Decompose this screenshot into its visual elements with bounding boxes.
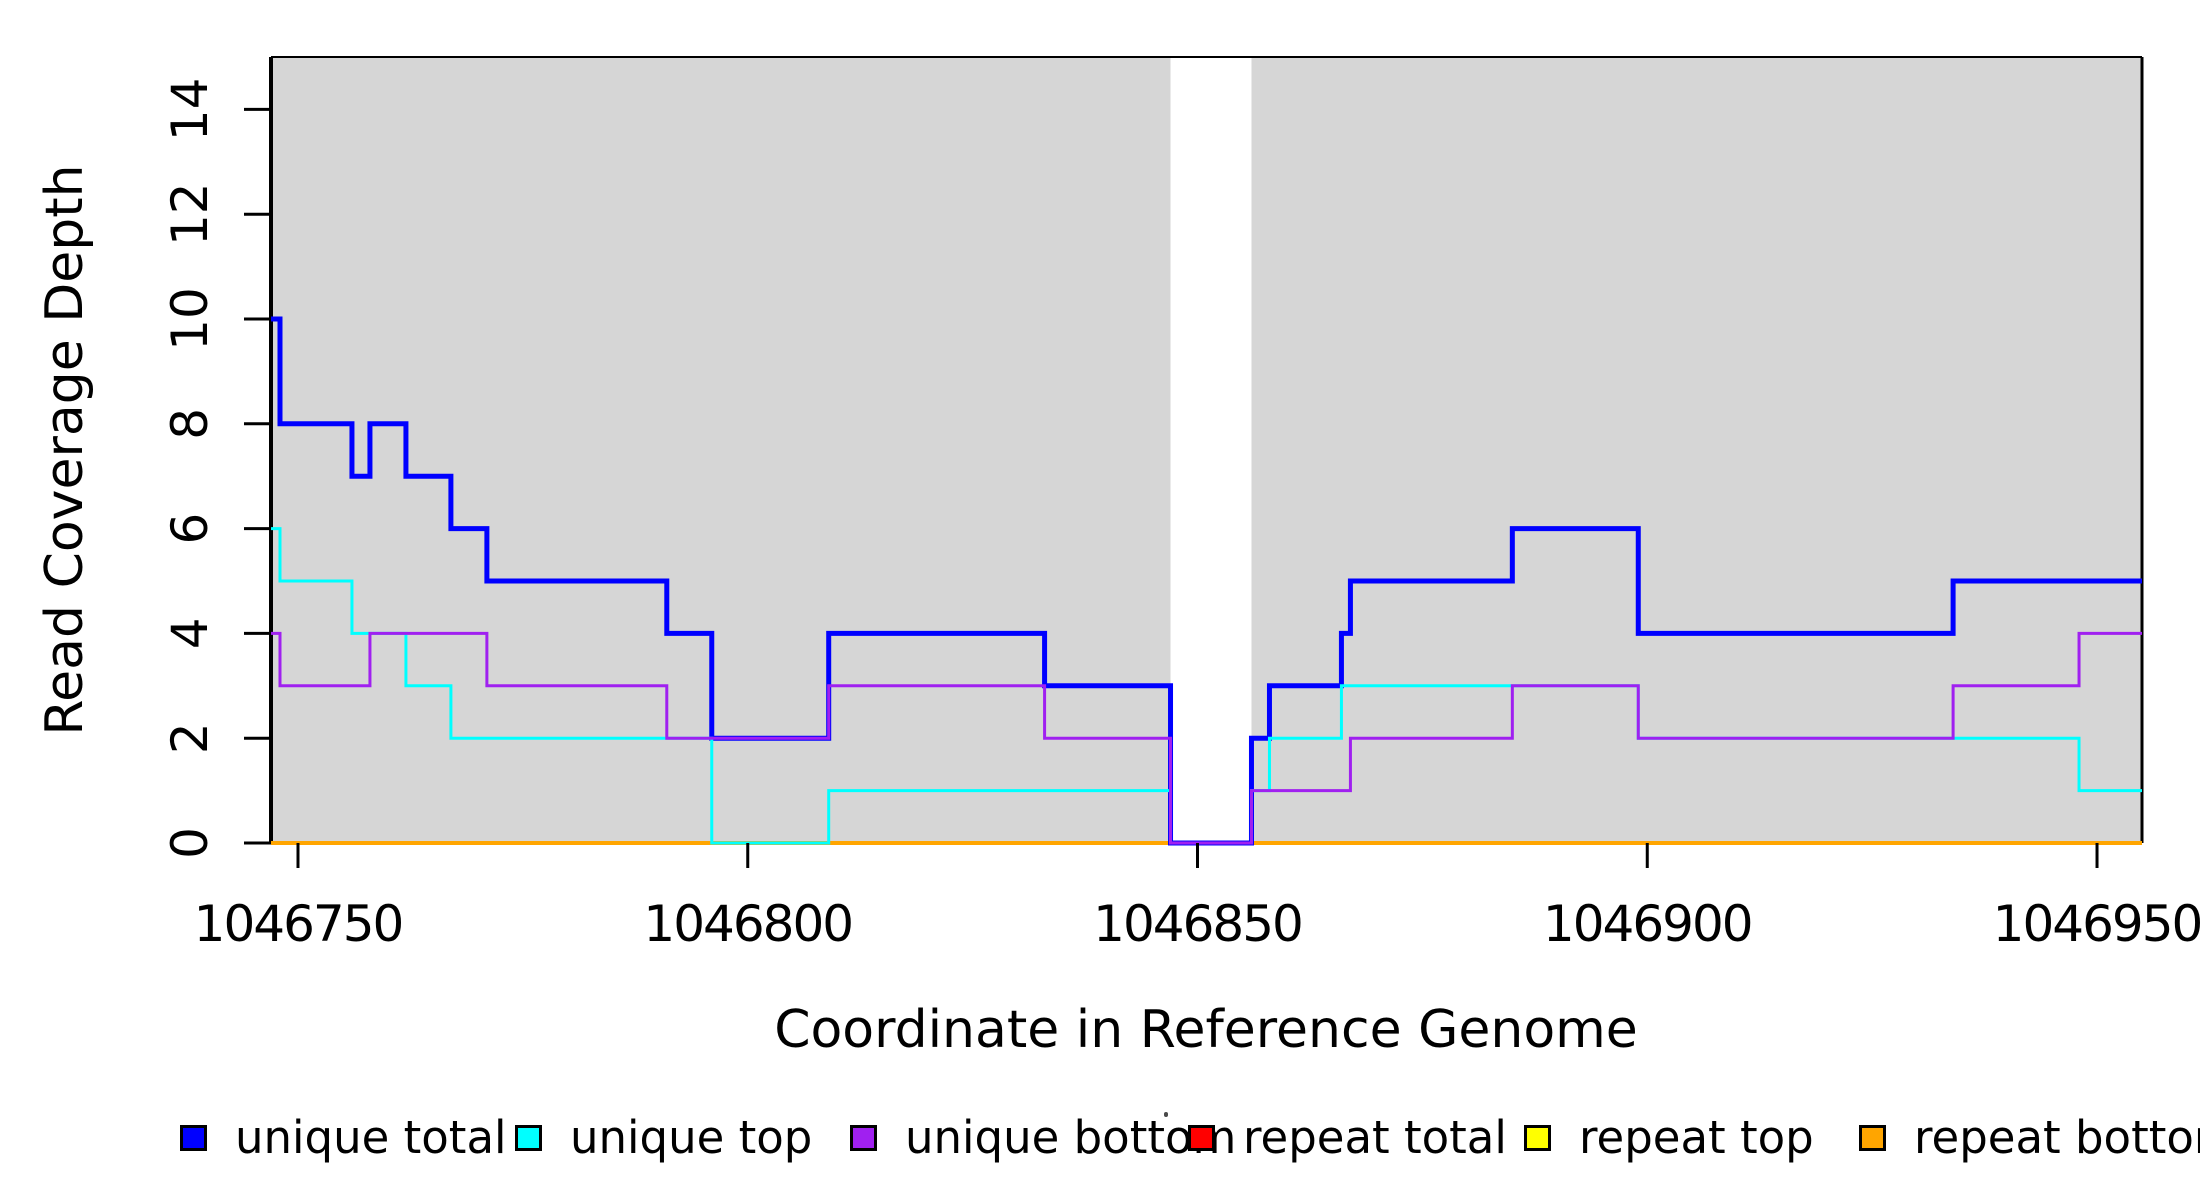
stray-mark-artifact: [1164, 1112, 1168, 1117]
y-tick-label: 2: [161, 722, 219, 754]
legend-label: repeat total: [1243, 1111, 1507, 1164]
x-axis-title: Coordinate in Reference Genome: [774, 1000, 1638, 1060]
y-tick-label: 0: [161, 827, 219, 859]
y-tick-label: 8: [161, 408, 219, 440]
repeat-top-swatch-icon: [1524, 1125, 1551, 1151]
legend-label: unique total: [235, 1111, 507, 1164]
series-lines: [271, 316, 2142, 846]
y-tick-label: 10: [161, 287, 219, 351]
legend-label: repeat bottom: [1914, 1111, 2200, 1164]
y-axis-title: Read Coverage Depth: [35, 164, 95, 735]
shaded-regions: [271, 57, 2142, 843]
y-tick-label: 4: [161, 617, 219, 649]
legend-item-repeat-total: repeat total: [1188, 1108, 1507, 1168]
legend-item-unique-top: unique top: [515, 1108, 812, 1168]
y-tick-label: 6: [161, 513, 219, 545]
x-tick-label: 1046850: [1093, 895, 1302, 953]
series-line-unique-total: [271, 316, 2142, 846]
legend-item-repeat-bottom: repeat bottom: [1859, 1108, 2200, 1168]
repeat-bottom-swatch-icon: [1859, 1125, 1886, 1151]
y-tick-label: 14: [161, 78, 219, 142]
unique-bottom-swatch-icon: [850, 1125, 877, 1151]
x-tick-label: 1046950: [1993, 895, 2200, 953]
shaded-region: [271, 57, 1171, 843]
x-tick-label: 1046900: [1543, 895, 1752, 953]
axis-ticks: [244, 107, 2099, 868]
legend-label: unique bottom: [905, 1111, 1237, 1164]
unique-total-swatch-icon: [180, 1125, 207, 1151]
y-tick-label: 12: [161, 182, 219, 246]
series-line-unique-bottom: [271, 631, 2142, 845]
legend-item-repeat-top: repeat top: [1524, 1108, 1814, 1168]
legend-item-unique-bottom: unique bottom: [850, 1108, 1236, 1168]
x-tick-label: 1046750: [194, 895, 403, 953]
legend: unique total unique top unique bottom re…: [0, 1108, 2200, 1178]
legend-item-unique-total: unique total: [180, 1108, 507, 1168]
axis-tick-labels: 1046750 1046800 1046850 1046900 1046950 0 2 4 6 8…: [161, 78, 2200, 953]
legend-label: repeat top: [1579, 1111, 1814, 1164]
x-tick-label: 1046800: [643, 895, 852, 953]
repeat-total-swatch-icon: [1188, 1125, 1215, 1151]
unique-top-swatch-icon: [515, 1125, 542, 1151]
shaded-region: [1251, 57, 2142, 843]
legend-label: unique top: [570, 1111, 813, 1164]
